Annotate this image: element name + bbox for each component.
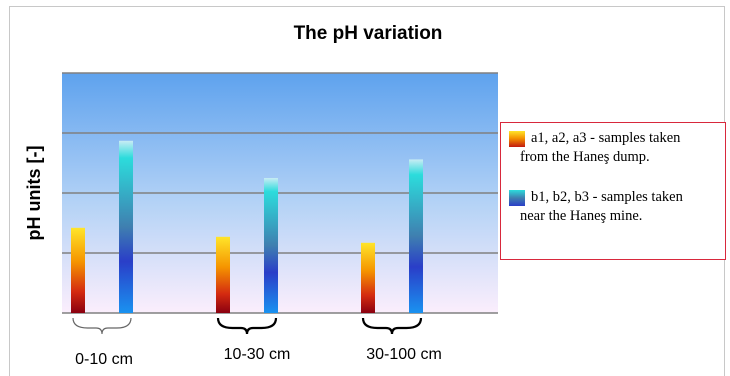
bar-b-1 [119, 140, 133, 313]
legend-a-line1: a1, a2, a3 - samples taken [531, 130, 681, 146]
bar-a-2 [216, 236, 230, 313]
category-labels: 0-10 cm 10-30 cm 30-100 cm [75, 346, 442, 368]
category-braces [72, 317, 423, 335]
category-brace [216, 317, 278, 335]
category-brace [72, 317, 132, 335]
category-label: 30-100 cm [366, 346, 442, 363]
gridlines [62, 72, 498, 314]
bar-a-3 [361, 242, 375, 313]
category-label: 10-30 cm [224, 346, 291, 363]
legend: a1, a2, a3 - samples taken from the Hane… [500, 122, 726, 260]
y-axis-label: pH units [-] [24, 146, 44, 241]
bars [71, 140, 423, 313]
legend-b-line1: b1, b2, b3 - samples taken [531, 189, 683, 205]
bar-b-3 [409, 159, 423, 313]
legend-a-line2: from the Haneş dump. [520, 149, 650, 165]
legend-swatch-a [509, 131, 525, 147]
chart-title: The pH variation [294, 23, 443, 44]
bar-b-2 [264, 178, 278, 313]
legend-swatch-b [509, 190, 525, 206]
category-brace [361, 317, 423, 335]
legend-item-b: b1, b2, b3 - samples taken near the Hane… [507, 188, 721, 226]
category-label: 0-10 cm [75, 351, 133, 368]
legend-item-a: a1, a2, a3 - samples taken from the Hane… [507, 129, 721, 167]
legend-b-line2: near the Haneş mine. [520, 208, 643, 224]
bar-a-1 [71, 227, 85, 313]
